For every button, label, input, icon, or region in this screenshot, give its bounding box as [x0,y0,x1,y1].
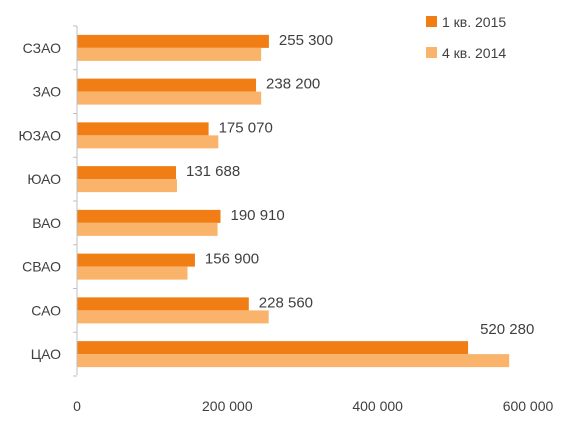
bar-series-2 [77,222,218,236]
bar-series-2 [77,179,177,193]
bar-series-2 [77,310,269,324]
data-label: 190 910 [231,207,285,224]
category-label: ЮАО [27,171,61,187]
data-label: 520 280 [480,321,534,338]
category-label: СЗАО [23,40,61,56]
bar-series-2 [77,266,188,280]
bar-series-1 [77,253,195,267]
bar-series-1 [77,166,176,180]
legend-label-2: 4 кв. 2014 [442,45,506,61]
category-label: ЗАО [33,84,61,100]
bar-series-1 [77,209,221,223]
legend-label-1: 1 кв. 2015 [442,14,506,30]
bar-series-1 [77,122,209,136]
x-tick-label: 400 000 [352,398,403,414]
x-tick-label: 0 [73,398,81,414]
bar-series-2 [77,354,510,368]
bar-series-2 [77,47,262,61]
bar-series-1 [77,34,269,48]
bar-series-2 [77,91,262,105]
x-axis: 0 200 000 400 000 600 000 [73,398,553,414]
bar-series-2 [77,135,219,149]
legend-swatch-2 [426,47,437,58]
data-label: 255 300 [279,32,333,49]
data-label: 228 560 [259,294,313,311]
data-label: 238 200 [266,76,320,93]
category-label: ЦАО [31,346,61,362]
bar-series-1 [77,297,249,311]
x-tick-label: 200 000 [202,398,253,414]
category-label: ВАО [32,215,61,231]
data-label: 175 070 [219,119,273,136]
category-label: СВАО [22,259,61,275]
category-label: САО [31,302,61,318]
bar-series-1 [77,341,469,355]
data-label: 131 688 [186,163,240,180]
bar-series-1 [77,78,257,92]
legend: 1 кв. 2015 4 кв. 2014 [426,14,506,61]
x-tick-label: 600 000 [503,398,554,414]
plot-area: СЗАО 255 300 ЗАО 238 200 ЮЗАО 175 070 ЮАО 131 6… [18,25,534,377]
category-label: ЮЗАО [18,127,61,143]
data-label: 156 900 [205,251,259,268]
legend-swatch-1 [426,16,437,27]
